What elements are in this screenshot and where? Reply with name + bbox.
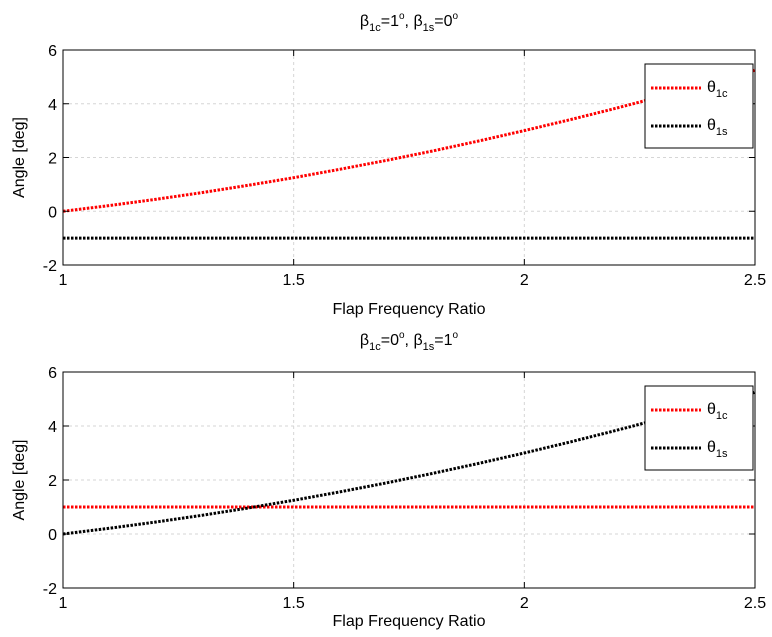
subplot-1: 1 1.5 2 2.5 -2 0 2 4 6 Flap Frequency Ratio Angle … <box>11 11 766 318</box>
legend-entry: θ1s <box>707 117 728 138</box>
title-value: =1 <box>434 332 452 349</box>
y-tick-label: -2 <box>43 258 57 275</box>
legend-theta: θ <box>707 401 716 418</box>
x-axis-label: Flap Frequency Ratio <box>333 613 486 630</box>
x-tick-label: 2.5 <box>744 595 766 612</box>
legend-box <box>644 63 754 149</box>
series-line-theta-1s <box>62 390 756 536</box>
y-tick-label: -2 <box>43 581 57 598</box>
y-tick-label: 2 <box>48 473 57 490</box>
x-tick-label: 1 <box>59 272 68 289</box>
title-beta: β <box>360 13 369 30</box>
title-subscript: 1s <box>423 341 435 353</box>
series-line-theta-1c <box>62 68 756 213</box>
legend-theta: θ <box>707 79 716 96</box>
title-degree: o <box>453 11 459 22</box>
y-tick-label: 2 <box>48 151 57 168</box>
legend-entry: θ1c <box>707 401 728 422</box>
title-degree: o <box>453 330 459 341</box>
legend-box <box>644 385 754 471</box>
legend-subscript: 1c <box>716 410 728 422</box>
x-tick-label: 1.5 <box>283 595 305 612</box>
title-value: =1 <box>381 13 399 30</box>
title-subscript: 1c <box>369 22 381 34</box>
x-tick-label: 2 <box>520 272 529 289</box>
title-separator: , <box>405 332 414 349</box>
x-axis-label: Flap Frequency Ratio <box>333 301 486 318</box>
y-axis-label: Angle [deg] <box>11 117 28 198</box>
title-separator: , <box>405 13 414 30</box>
title-degree: o <box>399 11 405 22</box>
y-tick-label: 6 <box>48 365 57 382</box>
legend-entry: θ1c <box>707 79 728 100</box>
chart-title: β1c=0o, β1s=1o <box>360 330 459 353</box>
y-tick-label: 4 <box>48 97 57 114</box>
title-degree: o <box>399 330 405 341</box>
legend-theta: θ <box>707 439 716 456</box>
title-subscript: 1c <box>369 341 381 353</box>
y-tick-label: 6 <box>48 43 57 60</box>
chart-title: β1c=1o, β1s=0o <box>360 11 459 34</box>
title-beta: β <box>413 332 422 349</box>
x-tick-label: 1 <box>59 595 68 612</box>
subplot-2: 1 1.5 2 2.5 -2 0 2 4 6 Flap Frequency Ratio Angle … <box>11 330 766 630</box>
legend-subscript: 1c <box>716 88 728 100</box>
title-value: =0 <box>381 332 399 349</box>
title-beta: β <box>413 13 422 30</box>
y-tick-label: 4 <box>48 419 57 436</box>
legend-subscript: 1s <box>716 126 728 138</box>
x-tick-label: 2.5 <box>744 272 766 289</box>
y-tick-label: 0 <box>48 527 57 544</box>
x-tick-label: 1.5 <box>283 272 305 289</box>
title-subscript: 1s <box>423 22 435 34</box>
title-value: =0 <box>434 13 452 30</box>
legend-theta: θ <box>707 117 716 134</box>
legend-entry: θ1s <box>707 439 728 460</box>
legend-subscript: 1s <box>716 448 728 460</box>
title-beta: β <box>360 332 369 349</box>
y-tick-label: 0 <box>48 204 57 221</box>
x-tick-label: 2 <box>520 595 529 612</box>
y-axis-label: Angle [deg] <box>11 440 28 521</box>
